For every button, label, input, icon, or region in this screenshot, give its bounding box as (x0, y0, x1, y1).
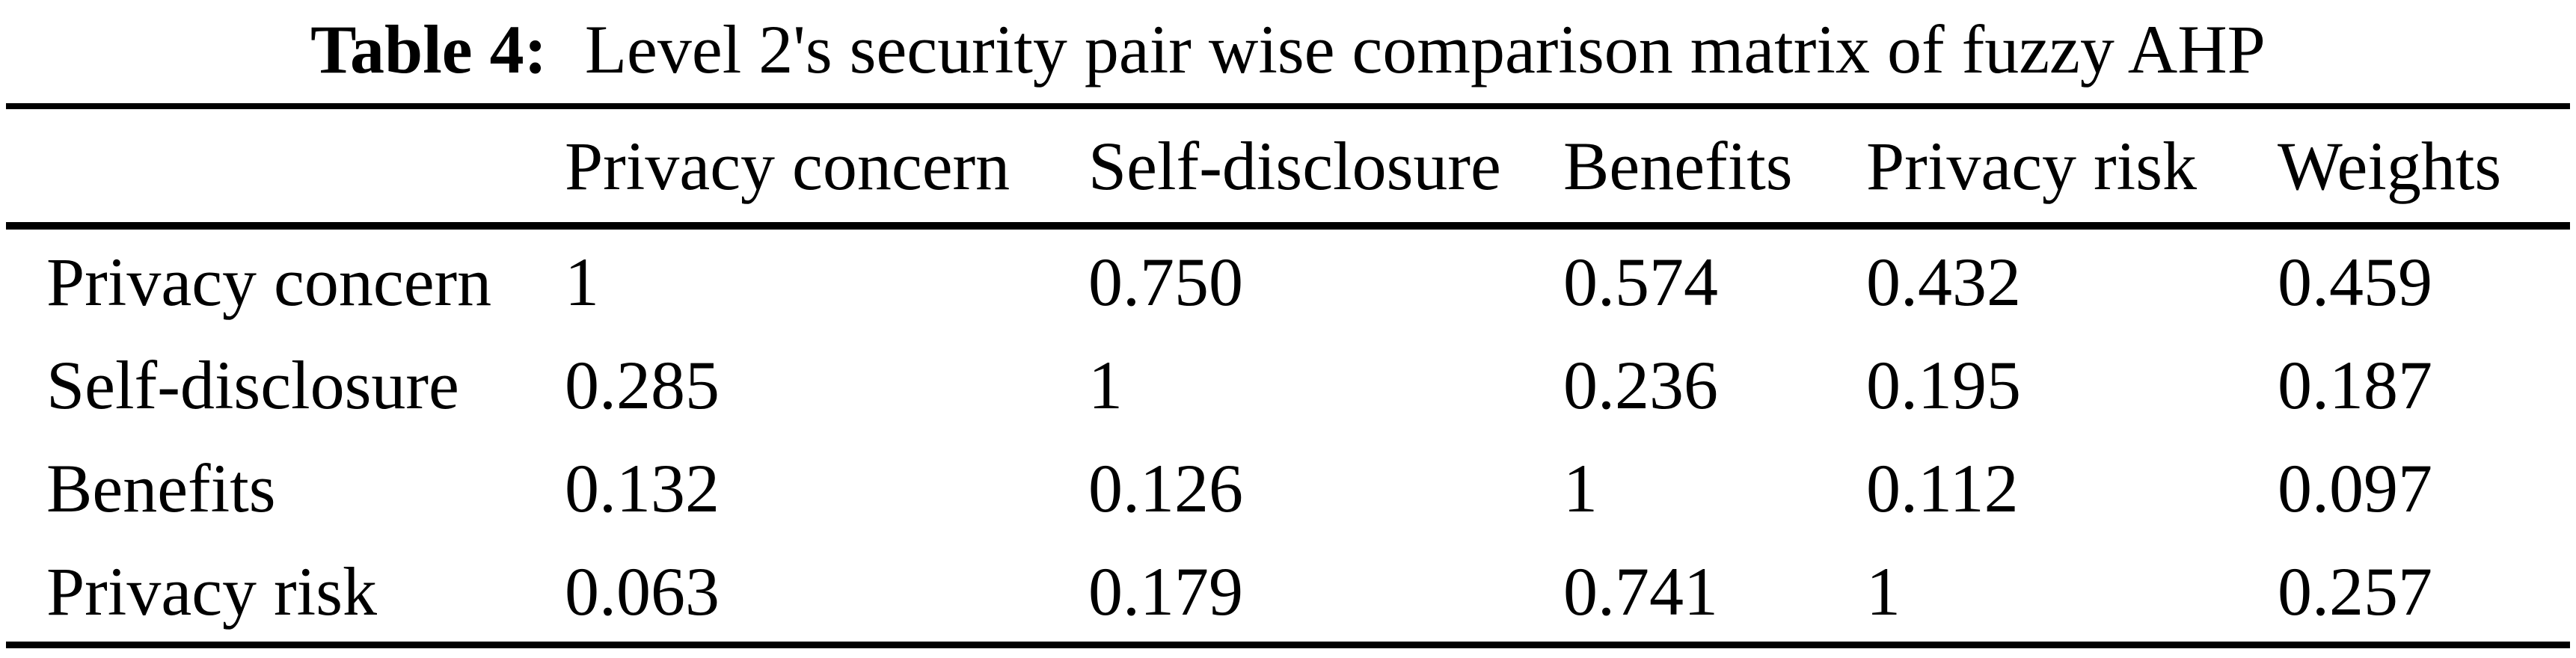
table-rule-bottom (6, 642, 2570, 648)
table-caption: Table 4: Level 2's security pair wise co… (0, 0, 2576, 99)
column-header-self-disclosure: Self-disclosure (1088, 127, 1501, 204)
table-cell: 0.112 (1866, 450, 2019, 526)
row-label-privacy-concern: Privacy concern (46, 244, 492, 320)
table-cell: 1 (1563, 450, 1598, 526)
row-label-benefits: Benefits (46, 450, 276, 526)
comparison-matrix-table: Privacy concern Self-disclosure Benefits… (46, 108, 2576, 636)
table-cell: 0.257 (2278, 553, 2432, 630)
column-header-empty (46, 108, 565, 223)
table-cell: 0.432 (1866, 244, 2021, 320)
table-cell: 0.132 (565, 450, 720, 526)
table-cell: 1 (565, 244, 599, 320)
column-header-privacy-risk: Privacy risk (1866, 127, 2198, 204)
table-cell: 0.097 (2278, 450, 2432, 526)
column-header-privacy-concern: Privacy concern (565, 127, 1011, 204)
table-cell: 0.459 (2278, 244, 2432, 320)
row-label-self-disclosure: Self-disclosure (46, 347, 459, 423)
column-header-weights: Weights (2278, 127, 2502, 204)
table-cell: 0.187 (2278, 347, 2432, 423)
table-cell: 0.063 (565, 553, 720, 630)
caption-text: Level 2's security pair wise comparison … (584, 11, 2266, 87)
table-cell: 0.750 (1088, 244, 1243, 320)
table-cell: 0.741 (1563, 553, 1718, 630)
table-cell: 0.195 (1866, 347, 2021, 423)
table-cell: 1 (1866, 553, 1901, 630)
table-cell: 0.285 (565, 347, 720, 423)
table-cell: 0.179 (1088, 553, 1243, 630)
row-label-privacy-risk: Privacy risk (46, 553, 378, 630)
table-cell: 0.126 (1088, 450, 1243, 526)
table-cell: 1 (1088, 347, 1123, 423)
table-cell: 0.574 (1563, 244, 1718, 320)
table-rule-header-separator (6, 222, 2570, 230)
table-rule-top (6, 103, 2570, 109)
caption-label: Table 4: (310, 11, 548, 87)
column-header-benefits: Benefits (1563, 127, 1793, 204)
table-cell: 0.236 (1563, 347, 1718, 423)
